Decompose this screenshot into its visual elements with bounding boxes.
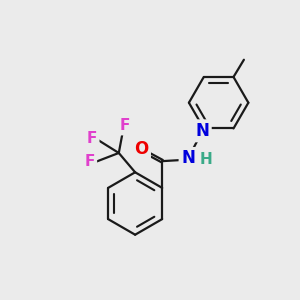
Text: F: F [119, 118, 130, 133]
Text: H: H [200, 152, 212, 167]
Text: N: N [181, 149, 195, 167]
Text: O: O [134, 140, 148, 158]
Text: F: F [85, 154, 95, 169]
Text: F: F [87, 130, 97, 146]
Text: N: N [195, 122, 209, 140]
